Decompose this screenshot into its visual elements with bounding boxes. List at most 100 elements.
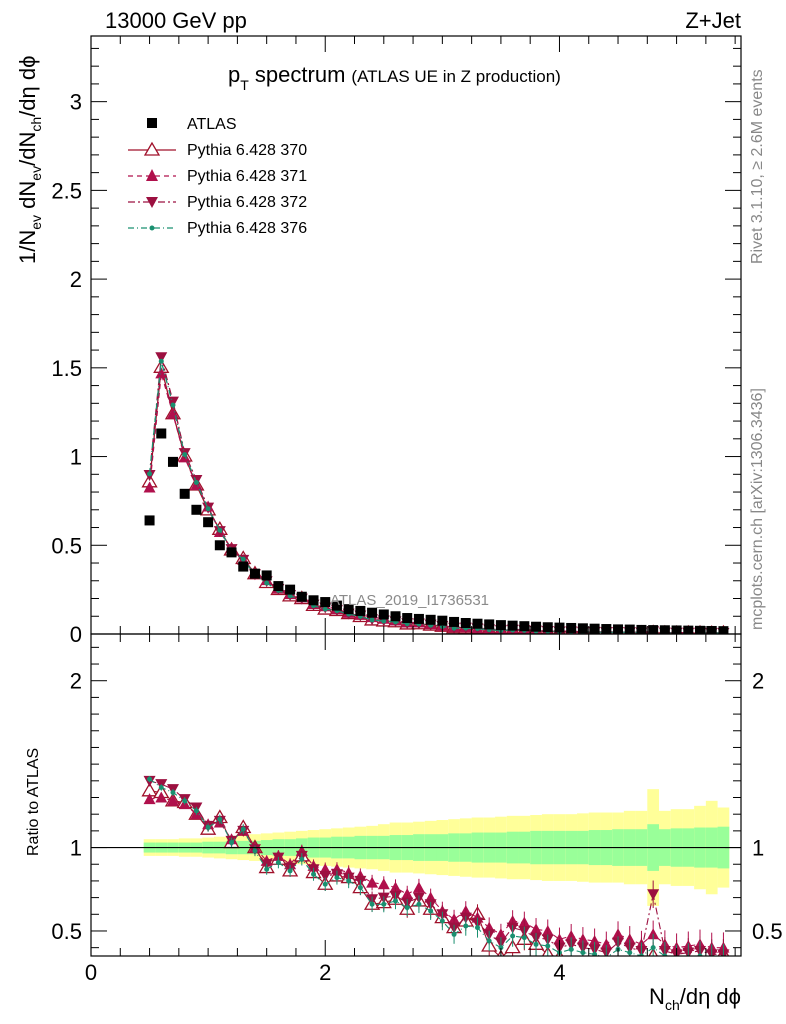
point-main-376-4 bbox=[193, 479, 199, 485]
legend-marker-372 bbox=[146, 197, 158, 208]
legend-label-372: Pythia 6.428 372 bbox=[187, 194, 307, 211]
point-atlas-48 bbox=[706, 625, 717, 634]
point-main-371-0 bbox=[143, 481, 156, 493]
point-ratio-376-36 bbox=[568, 946, 574, 952]
point-atlas-30 bbox=[495, 620, 506, 631]
point-ratio-370-39 bbox=[599, 961, 613, 973]
point-atlas-28 bbox=[472, 618, 483, 629]
point-ratio-371-23 bbox=[412, 881, 425, 893]
y-tick-label-ratio-2: 2 bbox=[70, 669, 82, 694]
legend-marker-atlas bbox=[147, 118, 157, 128]
point-ratio-371-21 bbox=[389, 881, 402, 893]
point-atlas-29 bbox=[484, 619, 495, 630]
point-atlas-24 bbox=[425, 614, 436, 625]
point-main-376-6 bbox=[217, 527, 223, 533]
point-atlas-11 bbox=[273, 581, 284, 592]
point-ratio-376-23 bbox=[416, 901, 422, 907]
point-ratio-376-22 bbox=[404, 905, 410, 911]
point-ratio-376-32 bbox=[521, 935, 527, 941]
chart-title: pT spectrum (ATLAS UE in Z production) bbox=[228, 62, 561, 93]
y-tick-label-main-1: 0.5 bbox=[51, 533, 82, 558]
point-ratio-376-28 bbox=[474, 925, 480, 931]
point-main-376-20 bbox=[381, 618, 387, 624]
point-ratio-376-18 bbox=[357, 885, 363, 891]
point-ratio-371-19 bbox=[366, 876, 379, 888]
point-ratio-376-37 bbox=[580, 950, 586, 956]
point-ratio-371-2 bbox=[166, 794, 179, 806]
point-ratio-376-19 bbox=[369, 901, 375, 907]
point-ratio-376-45 bbox=[674, 957, 679, 962]
y-tick-label-main-4: 2 bbox=[70, 267, 82, 292]
point-atlas-34 bbox=[542, 622, 553, 633]
point-ratio-370-47 bbox=[693, 957, 707, 969]
point-atlas-1 bbox=[156, 428, 167, 439]
point-ratio-370-40 bbox=[611, 957, 625, 969]
point-ratio-376-1 bbox=[158, 784, 164, 790]
point-atlas-15 bbox=[320, 597, 331, 608]
point-atlas-26 bbox=[449, 616, 460, 627]
point-ratio-376-3 bbox=[182, 798, 188, 804]
legend: ATLAS Pythia 6.428 370 Pythia 6.428 371 … bbox=[128, 116, 307, 237]
point-main-376-10 bbox=[264, 580, 270, 586]
point-ratio-376-8 bbox=[240, 826, 246, 832]
point-atlas-44 bbox=[659, 625, 670, 634]
x-axis-label: Nch/dη dϕ bbox=[649, 984, 741, 1013]
point-ratio-376-9 bbox=[252, 848, 258, 854]
point-ratio-376-34 bbox=[545, 943, 551, 949]
point-ratio-376-24 bbox=[428, 908, 434, 914]
point-atlas-31 bbox=[507, 620, 518, 631]
point-main-376-26 bbox=[451, 625, 457, 631]
y-tick-label-ratio-right-0: 0.5 bbox=[752, 919, 783, 944]
point-main-376-8 bbox=[240, 556, 246, 562]
y-tick-label-main-5: 2.5 bbox=[51, 178, 82, 203]
point-atlas-38 bbox=[589, 623, 600, 634]
ratio-plot-frame bbox=[90, 633, 742, 957]
point-ratio-371-43 bbox=[647, 928, 660, 940]
y-axis-label-main: 1/Nev dNev/dNch/dη dϕ bbox=[15, 56, 44, 264]
point-atlas-12 bbox=[285, 584, 296, 595]
point-atlas-19 bbox=[367, 607, 378, 618]
point-atlas-5 bbox=[203, 517, 214, 528]
point-ratio-376-14 bbox=[311, 871, 317, 877]
point-atlas-17 bbox=[343, 604, 354, 615]
point-atlas-21 bbox=[390, 611, 401, 622]
point-atlas-13 bbox=[296, 591, 307, 602]
header-left: 13000 GeV pp bbox=[105, 8, 247, 33]
y-tick-label-main-2: 1 bbox=[70, 445, 82, 470]
point-ratio-376-15 bbox=[322, 881, 328, 887]
point-atlas-33 bbox=[531, 621, 542, 632]
point-atlas-10 bbox=[261, 570, 272, 581]
y-tick-label-main-3: 1.5 bbox=[51, 356, 82, 381]
point-ratio-376-2 bbox=[170, 789, 176, 795]
point-ratio-376-6 bbox=[217, 816, 223, 822]
legend-label-370: Pythia 6.428 370 bbox=[187, 142, 307, 159]
point-ratio-376-41 bbox=[627, 950, 633, 956]
point-ratio-376-31 bbox=[510, 933, 516, 939]
point-ratio-372-43 bbox=[647, 889, 660, 901]
point-atlas-22 bbox=[402, 613, 413, 624]
point-ratio-376-26 bbox=[451, 931, 457, 937]
point-main-376-15 bbox=[322, 606, 328, 612]
point-ratio-376-12 bbox=[287, 868, 293, 874]
point-ratio-376-49 bbox=[721, 957, 726, 962]
point-atlas-43 bbox=[648, 625, 659, 634]
point-atlas-20 bbox=[378, 609, 389, 620]
point-atlas-4 bbox=[191, 504, 202, 515]
point-ratio-376-29 bbox=[486, 938, 492, 944]
ratio-plot-marks bbox=[141, 775, 730, 978]
point-main-372-2 bbox=[166, 396, 179, 408]
mcplots-source-text: mcplots.cern.ch [arXiv:1306.3436] bbox=[749, 388, 766, 630]
point-atlas-41 bbox=[624, 624, 635, 634]
legend-label-376: Pythia 6.428 376 bbox=[187, 220, 307, 237]
point-main-376-1 bbox=[158, 358, 164, 364]
point-ratio-376-33 bbox=[533, 941, 539, 947]
point-main-376-19 bbox=[369, 617, 375, 623]
point-ratio-376-25 bbox=[439, 918, 445, 924]
point-atlas-25 bbox=[437, 615, 448, 626]
point-atlas-46 bbox=[683, 625, 694, 634]
point-atlas-23 bbox=[413, 613, 424, 624]
point-ratio-371-22 bbox=[401, 888, 414, 900]
point-ratio-376-43 bbox=[650, 945, 656, 951]
point-ratio-370-42 bbox=[634, 966, 648, 978]
point-atlas-47 bbox=[695, 625, 706, 634]
